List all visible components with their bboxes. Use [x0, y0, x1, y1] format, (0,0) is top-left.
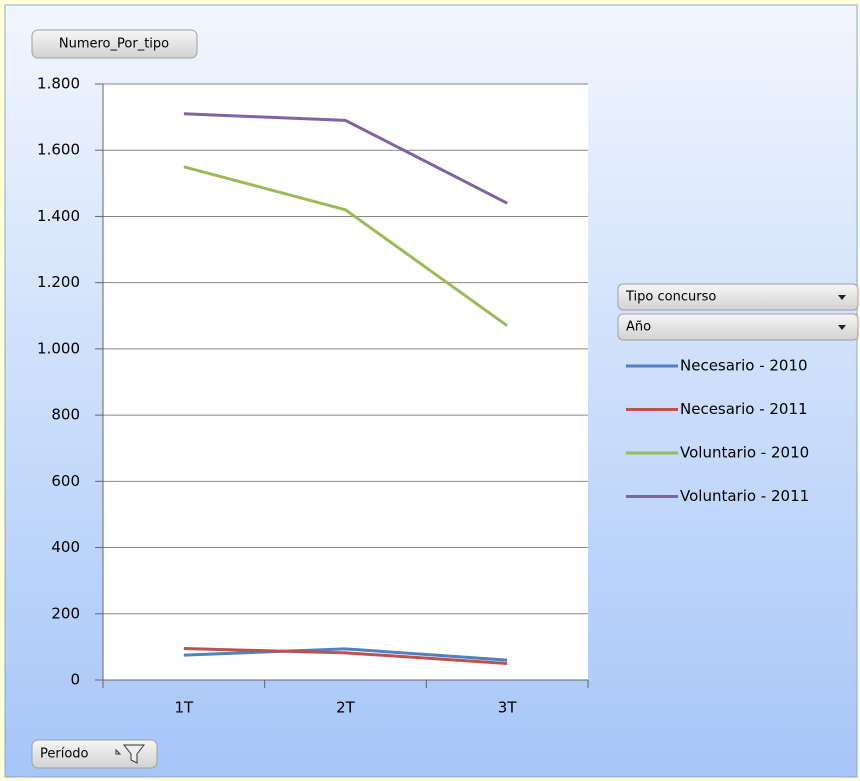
x-tick-label: 2T	[336, 699, 356, 717]
legend-label: Voluntario - 2010	[680, 444, 809, 462]
legend-field-button[interactable]: Año	[617, 313, 859, 341]
axis-field-button[interactable]: Período	[31, 739, 158, 769]
legend-label: Voluntario - 2011	[680, 487, 809, 505]
y-tick-label: 400	[51, 538, 80, 556]
y-tick-label: 1.800	[37, 75, 80, 93]
dropdown-arrow	[838, 325, 846, 330]
x-tick-label: 1T	[174, 699, 194, 717]
button-label: Tipo concurso	[625, 290, 716, 305]
y-tick-label: 1.600	[37, 141, 80, 159]
series-line	[183, 112, 508, 205]
plot-area	[103, 84, 588, 680]
y-tick-label: 600	[51, 472, 80, 490]
dropdown-arrow	[838, 295, 846, 300]
y-tick-label: 200	[51, 604, 80, 622]
legend-label: Necesario - 2010	[680, 357, 808, 375]
y-tick-label: 1.200	[37, 273, 80, 291]
series-line	[183, 165, 509, 327]
x-tick-label: 3T	[498, 699, 518, 717]
y-tick-label: 0	[70, 671, 80, 689]
legend-field-button[interactable]: Tipo concurso	[617, 283, 859, 311]
y-tick-label: 1.400	[37, 207, 80, 225]
series-line	[183, 647, 508, 665]
value-field-button[interactable]: Numero_Por_tipo	[31, 29, 198, 59]
y-tick-label: 1.000	[37, 339, 80, 357]
legend-label: Necesario - 2011	[680, 400, 808, 418]
series-line	[183, 647, 508, 662]
filter-icon	[115, 744, 146, 764]
button-label: Año	[626, 320, 651, 335]
y-tick-label: 800	[51, 406, 80, 424]
button-label: Período	[40, 747, 89, 762]
button-label: Numero_Por_tipo	[59, 37, 169, 52]
